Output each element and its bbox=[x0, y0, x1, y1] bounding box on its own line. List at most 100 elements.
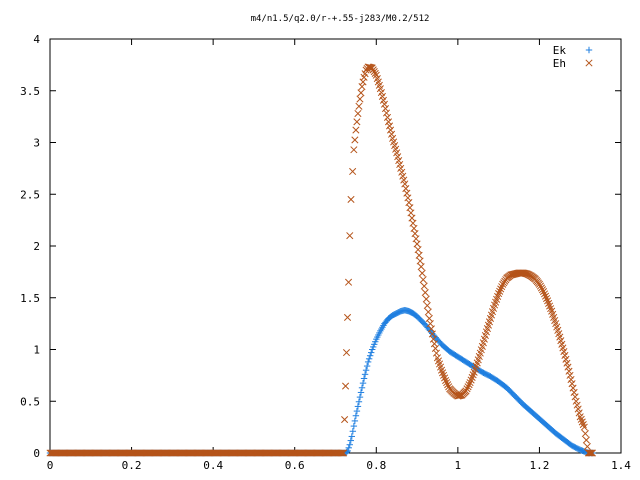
data-point-eh bbox=[369, 66, 377, 74]
data-point-eh bbox=[583, 442, 591, 451]
data-point-eh bbox=[371, 69, 379, 77]
data-point-eh bbox=[540, 290, 549, 298]
data-point-ek bbox=[355, 398, 363, 405]
legend-label-eh: Eh bbox=[553, 57, 566, 70]
x-tick-label: 1.2 bbox=[529, 459, 549, 472]
data-point-eh bbox=[431, 344, 439, 353]
data-point-eh bbox=[587, 449, 595, 457]
data-point-eh bbox=[384, 118, 393, 126]
data-point-ek bbox=[350, 422, 358, 430]
legend-marker-eh bbox=[585, 59, 593, 67]
data-point-eh bbox=[445, 383, 453, 391]
data-point-eh bbox=[343, 313, 352, 321]
data-point-eh bbox=[422, 295, 430, 303]
data-point-eh bbox=[538, 286, 547, 294]
data-point-eh bbox=[567, 375, 575, 384]
data-point-eh bbox=[370, 68, 378, 76]
data-point-ek bbox=[349, 428, 357, 435]
data-point-eh bbox=[388, 130, 396, 138]
data-point-eh bbox=[419, 276, 427, 284]
data-point-eh bbox=[498, 283, 506, 291]
data-point-eh bbox=[442, 376, 450, 385]
data-point-ek bbox=[366, 352, 374, 359]
data-point-eh bbox=[543, 294, 551, 303]
data-point-eh bbox=[535, 280, 543, 288]
data-point-ek bbox=[356, 393, 364, 401]
y-tick-label: 2 bbox=[33, 240, 40, 253]
x-tick-label: 0.8 bbox=[366, 459, 386, 472]
data-point-ek bbox=[353, 407, 361, 415]
series-eh bbox=[46, 63, 597, 457]
data-point-eh bbox=[341, 415, 349, 424]
y-tick-label: 1.5 bbox=[20, 292, 40, 305]
data-point-eh bbox=[588, 449, 597, 457]
data-point-eh bbox=[358, 83, 366, 91]
data-point-eh bbox=[570, 388, 578, 397]
data-point-eh bbox=[354, 109, 362, 118]
data-point-eh bbox=[443, 379, 451, 387]
y-tick-label: 0 bbox=[33, 447, 40, 460]
data-point-eh bbox=[497, 285, 505, 293]
x-tick-label: 1.4 bbox=[611, 459, 631, 472]
x-tick-label: 0.6 bbox=[285, 459, 305, 472]
y-tick-label: 1 bbox=[33, 344, 40, 357]
data-point-eh bbox=[382, 109, 391, 117]
y-tick-label: 3.5 bbox=[20, 85, 40, 98]
data-point-eh bbox=[569, 384, 577, 392]
x-tick-label: 0 bbox=[47, 459, 54, 472]
data-point-eh bbox=[359, 78, 367, 86]
data-point-eh bbox=[571, 393, 579, 401]
data-point-eh bbox=[537, 284, 546, 292]
data-point-eh bbox=[568, 380, 576, 388]
data-point-eh bbox=[355, 102, 363, 110]
data-point-eh bbox=[565, 367, 573, 375]
data-point-ek bbox=[352, 412, 360, 419]
data-point-ek bbox=[354, 403, 362, 410]
data-point-ek bbox=[367, 349, 375, 356]
legend-marker-ek bbox=[585, 46, 593, 54]
data-point-eh bbox=[353, 118, 361, 126]
data-point-ek bbox=[358, 384, 366, 391]
axis-ticks: 0 0.2 0.4 0.6 0.8 1 1.2 1.4 0 0.5 1 1.5 2 2.5 3 3.5 4 bbox=[20, 33, 631, 472]
data-point-eh bbox=[356, 95, 364, 103]
data-point-ek bbox=[346, 441, 353, 448]
data-point-eh bbox=[564, 363, 572, 371]
data-point-eh bbox=[462, 387, 470, 395]
data-point-ek bbox=[357, 389, 365, 396]
data-point-eh bbox=[496, 287, 504, 295]
data-point-eh bbox=[430, 340, 438, 348]
y-tick-label: 0.5 bbox=[20, 395, 40, 408]
data-point-ek bbox=[351, 417, 359, 425]
data-point-eh bbox=[495, 290, 503, 298]
data-point-eh bbox=[350, 146, 358, 154]
plot-frame bbox=[49, 38, 622, 454]
data-point-ek bbox=[359, 379, 367, 387]
plot-area bbox=[46, 63, 597, 457]
data-point-eh bbox=[357, 89, 365, 97]
data-point-eh bbox=[585, 449, 593, 457]
data-point-eh bbox=[346, 232, 354, 240]
data-point-eh bbox=[464, 383, 472, 391]
data-point-eh bbox=[541, 292, 550, 300]
data-point-eh bbox=[582, 436, 590, 444]
series-ek bbox=[46, 306, 596, 457]
x-tick-label: 0.2 bbox=[122, 459, 142, 472]
data-point-ek bbox=[363, 362, 371, 370]
data-point-ek bbox=[362, 367, 370, 374]
data-point-ek bbox=[361, 371, 369, 378]
data-point-eh bbox=[432, 349, 440, 357]
data-point-eh bbox=[444, 381, 452, 389]
data-point-eh bbox=[418, 269, 426, 277]
data-point-eh bbox=[337, 449, 345, 457]
data-point-eh bbox=[415, 251, 423, 259]
data-point-eh bbox=[417, 263, 425, 271]
data-point-eh bbox=[336, 449, 344, 457]
data-point-ek bbox=[345, 444, 352, 452]
y-tick-label: 2.5 bbox=[20, 188, 40, 201]
data-point-eh bbox=[414, 246, 422, 254]
data-point-eh bbox=[581, 430, 589, 438]
data-point-eh bbox=[387, 126, 395, 134]
data-point-eh bbox=[420, 282, 428, 290]
